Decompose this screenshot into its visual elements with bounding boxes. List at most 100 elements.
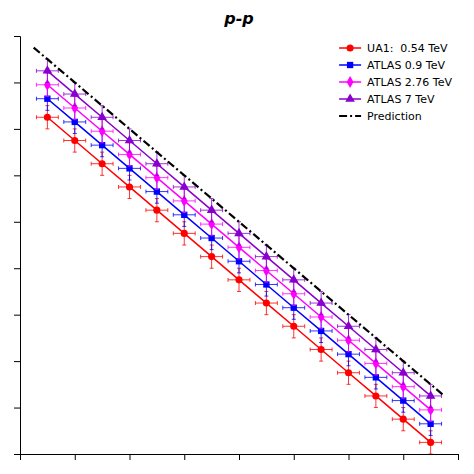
point	[262, 251, 272, 259]
legend-label: Prediction	[367, 110, 422, 123]
point	[426, 390, 436, 398]
series-line	[34, 48, 445, 396]
legend-item: Prediction	[339, 110, 422, 123]
y-tick-mark	[14, 315, 20, 316]
x-tick	[294, 454, 295, 460]
x-tick-mark	[184, 454, 185, 460]
y-tick	[14, 361, 20, 362]
point	[44, 114, 51, 121]
legend-item: ATLAS 7 TeV	[339, 93, 435, 106]
marks	[34, 48, 445, 454]
x-tick	[75, 454, 76, 460]
series	[36, 59, 441, 407]
point	[290, 323, 297, 330]
point	[289, 274, 299, 282]
x-tick-mark	[458, 454, 459, 460]
y-tick-mark	[14, 129, 20, 130]
series-line	[47, 71, 430, 396]
series-line	[47, 85, 430, 410]
y-tick-mark	[14, 36, 20, 37]
legend-label: ATLAS 0.9 TeV	[367, 59, 445, 72]
point	[99, 160, 106, 167]
y-tick	[14, 315, 20, 316]
point	[70, 89, 80, 97]
y-tick-mark	[14, 408, 20, 409]
title: p-p	[223, 9, 254, 28]
legend-swatch-marker	[347, 44, 354, 51]
point	[125, 135, 135, 143]
legend-swatch-marker	[345, 93, 355, 101]
chart: p-p UA1: 0.54 TeV ATLAS 0.9 TeV ATLAS 2.76 …	[0, 0, 474, 474]
point	[153, 207, 160, 214]
series	[36, 106, 441, 454]
y-tick-mark	[14, 268, 20, 269]
point	[126, 183, 133, 190]
y-tick	[14, 222, 20, 223]
point	[179, 181, 189, 189]
series	[36, 87, 441, 435]
legend-item: ATLAS 2.76 TeV	[339, 76, 452, 89]
y-tick	[14, 175, 20, 176]
point	[152, 158, 162, 166]
legend: UA1: 0.54 TeV ATLAS 0.9 TeV ATLAS 2.76 TeV…	[339, 42, 452, 123]
point	[234, 228, 244, 236]
point	[344, 321, 354, 329]
series	[34, 48, 445, 396]
y-tick	[14, 268, 20, 269]
y-tick-mark	[14, 361, 20, 362]
point	[208, 253, 215, 260]
series	[36, 73, 441, 421]
y-tick-mark	[14, 222, 20, 223]
point	[316, 298, 326, 306]
point	[372, 392, 379, 399]
y-tick-mark	[14, 454, 20, 455]
y-tick	[14, 408, 20, 409]
point	[263, 299, 270, 306]
x-tick	[403, 454, 404, 460]
x-tick-mark	[130, 454, 131, 460]
x-tick	[130, 454, 131, 460]
y-tick	[14, 36, 20, 37]
point	[400, 416, 407, 423]
x-tick	[458, 454, 459, 460]
y-tick-mark	[14, 175, 20, 176]
y-tick	[14, 82, 20, 83]
point	[427, 439, 434, 446]
legend-swatch-marker	[347, 62, 353, 68]
legend-swatch-marker	[347, 76, 354, 88]
series-line	[47, 99, 430, 424]
legend-label: ATLAS 2.76 TeV	[367, 76, 452, 89]
point	[371, 344, 381, 352]
x-tick-mark	[75, 454, 76, 460]
point	[398, 367, 408, 375]
x-tick-mark	[239, 454, 240, 460]
y-axis	[14, 37, 21, 455]
x-tick	[239, 454, 240, 460]
point	[318, 346, 325, 353]
legend-item: UA1: 0.54 TeV	[339, 42, 448, 55]
plot: UA1: 0.54 TeV ATLAS 0.9 TeV ATLAS 2.76 TeV…	[14, 37, 459, 461]
point	[97, 112, 107, 120]
x-tick-mark	[294, 454, 295, 460]
point	[235, 276, 242, 283]
x-tick-mark	[349, 454, 350, 460]
legend-swatch-line	[339, 115, 361, 117]
x-tick	[349, 454, 350, 460]
legend-label: ATLAS 7 TeV	[367, 93, 435, 106]
point	[181, 230, 188, 237]
point	[71, 137, 78, 144]
point	[43, 65, 53, 73]
point	[345, 369, 352, 376]
y-tick-mark	[14, 82, 20, 83]
y-tick	[14, 129, 20, 130]
x-axis-line	[21, 455, 459, 461]
point	[207, 205, 217, 213]
legend-item: ATLAS 0.9 TeV	[339, 59, 445, 72]
series-line	[47, 117, 430, 442]
x-tick	[184, 454, 185, 460]
x-tick-mark	[403, 454, 404, 460]
x-axis	[21, 454, 459, 460]
y-axis-line	[14, 37, 21, 455]
legend-label: UA1: 0.54 TeV	[367, 42, 448, 55]
y-tick	[14, 454, 20, 455]
